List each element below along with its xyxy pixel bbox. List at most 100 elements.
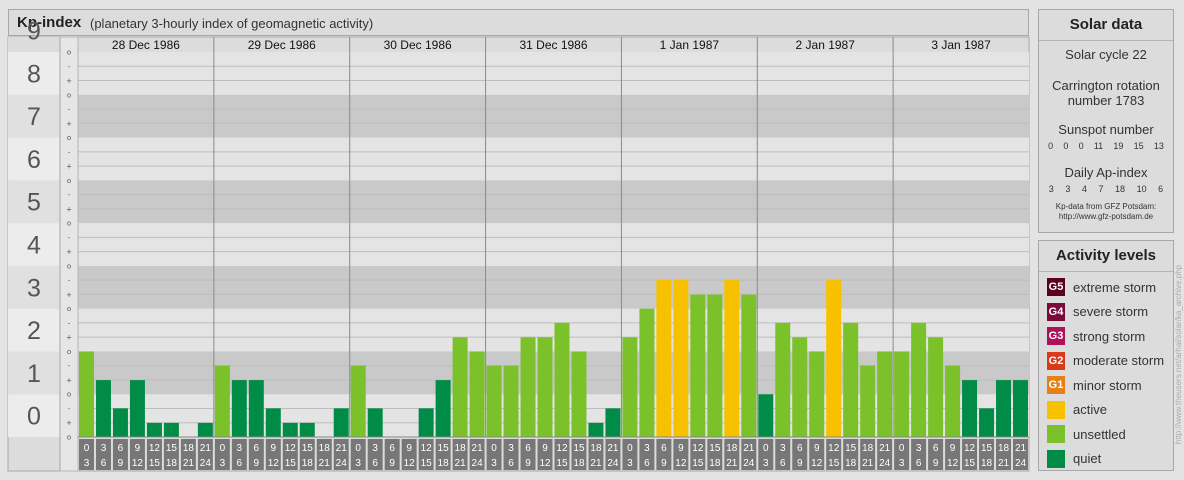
minor-tick: + (66, 291, 72, 299)
hour-label-end: 15 (149, 458, 161, 469)
hour-label-start: 12 (556, 443, 568, 454)
hour-cell (214, 439, 230, 470)
day-label: 3 Jan 1987 (931, 38, 991, 52)
kp-bar (945, 365, 961, 437)
kp-bar (826, 280, 842, 437)
hour-label-start: 15 (438, 443, 450, 454)
day-label: 1 Jan 1987 (660, 38, 720, 52)
hour-cell (877, 439, 893, 470)
hour-cell (724, 439, 740, 470)
hour-cell (996, 439, 1012, 470)
legend-swatch (1047, 449, 1065, 468)
hour-cell (452, 439, 468, 470)
legend-item-quiet: quiet (1039, 447, 1173, 472)
hour-label-start: 6 (525, 443, 531, 454)
hour-label-end: 3 (899, 458, 905, 469)
hour-label-start: 6 (389, 443, 395, 454)
kp-bar (928, 337, 944, 437)
minor-tick: + (66, 77, 72, 85)
hour-cell (945, 439, 961, 470)
y-band-number (8, 394, 60, 437)
hour-label-start: 3 (508, 443, 514, 454)
kp-bar (537, 337, 553, 437)
legend-swatch (1047, 400, 1065, 419)
hour-label-start: 9 (271, 443, 277, 454)
hour-label-start: 0 (84, 443, 90, 454)
kp-bar (486, 365, 502, 437)
activity-legend: G5 extreme storm G4 severe storm G3 strong st… (1039, 272, 1173, 471)
kp-bar (860, 365, 876, 437)
hour-cell (928, 439, 944, 470)
hour-label-start: 9 (678, 443, 684, 454)
kp-bar (673, 280, 689, 437)
solar-cycle: Solar cycle 22 (1065, 47, 1147, 62)
solar-data-title: Solar data (1039, 10, 1173, 41)
activity-levels-title: Activity levels (1039, 241, 1173, 272)
solar-data-panel: Solar data Solar cycle 22 Carrington rot… (1038, 9, 1174, 233)
minor-tick: + (66, 120, 72, 128)
kp-bar (622, 337, 638, 437)
credit-line-1: Kp-data from GFZ Potsdam: (1055, 202, 1157, 211)
ap-value-2: 4 (1081, 184, 1087, 194)
kp-index-chart: 0123456789o+-o+-o+-o+-o+-o+-o+-o+-o+-o28… (7, 18, 1030, 472)
kp-bar (282, 422, 298, 437)
hour-label-start: 15 (981, 443, 993, 454)
legend-item-active: active (1039, 398, 1173, 423)
sunspot-value-5: 15 (1133, 141, 1144, 151)
kp-bar (996, 380, 1012, 437)
hour-label-end: 24 (336, 458, 348, 469)
hour-label-end: 6 (101, 458, 107, 469)
hour-label-start: 12 (964, 443, 976, 454)
hour-cell (758, 439, 774, 470)
kp-bar (367, 408, 383, 437)
kp-bar (1013, 380, 1028, 437)
hour-label-start: 12 (421, 443, 433, 454)
hour-cell (350, 439, 366, 470)
hour-label-start: 15 (302, 443, 314, 454)
kp-bar (333, 408, 349, 437)
kp-bar (894, 351, 910, 437)
hour-cell (860, 439, 876, 470)
hour-cell (894, 439, 910, 470)
hour-cell (843, 439, 859, 470)
hour-label-start: 6 (254, 443, 260, 454)
legend-swatch: G4 (1047, 302, 1065, 321)
kp-bar (129, 380, 145, 437)
hour-label-start: 6 (933, 443, 939, 454)
kp-bar (79, 351, 94, 437)
legend-swatch: G1 (1047, 376, 1065, 395)
hour-label-start: 6 (661, 443, 667, 454)
hour-cell (248, 439, 264, 470)
hour-label-start: 12 (285, 443, 297, 454)
kp-bar (741, 294, 757, 437)
hour-label-end: 24 (879, 458, 891, 469)
y-band-number (8, 137, 60, 181)
minor-tick: - (68, 63, 71, 71)
hour-cell (656, 439, 672, 470)
y-tick-label: 7 (27, 103, 41, 131)
hour-label-end: 21 (726, 458, 738, 469)
hour-label-start: 18 (590, 443, 602, 454)
minor-tick: o (67, 305, 71, 313)
hour-label-start: 0 (899, 443, 905, 454)
y-band-number (8, 223, 60, 266)
day-label: 31 Dec 1986 (519, 38, 587, 52)
activity-levels-panel: Activity levels G5 extreme storm G4 severe … (1038, 240, 1174, 471)
minor-tick: - (68, 148, 71, 156)
kp-bar (248, 380, 264, 437)
hour-label-start: 3 (237, 443, 243, 454)
sunspot-value-6: 13 (1153, 141, 1164, 151)
hour-label-end: 24 (607, 458, 619, 469)
hour-label-end: 3 (763, 458, 769, 469)
hour-cell (299, 439, 315, 470)
kp-bar (197, 422, 213, 437)
hour-label-start: 12 (692, 443, 704, 454)
carrington-rotation-label: Carrington rotation (1052, 78, 1160, 93)
hour-label-end: 21 (455, 458, 467, 469)
hour-cell (571, 439, 587, 470)
credit-line-2: http://www.gfz-potsdam.de (1058, 212, 1154, 221)
hour-label-end: 18 (438, 458, 450, 469)
legend-label: active (1073, 402, 1107, 418)
hour-label-end: 12 (268, 458, 280, 469)
hour-cell (486, 439, 502, 470)
